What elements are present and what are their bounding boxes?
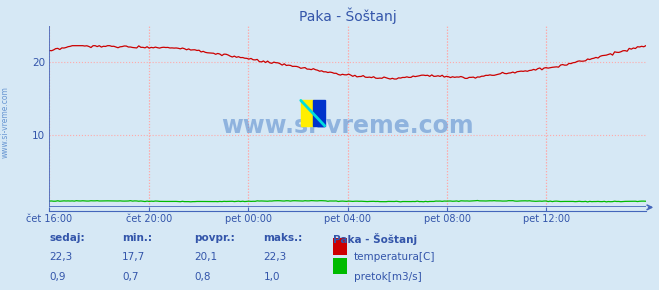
Text: 22,3: 22,3 [264,252,287,262]
Text: 20,1: 20,1 [194,252,217,262]
Text: sedaj:: sedaj: [49,233,85,243]
Text: 17,7: 17,7 [122,252,145,262]
Text: povpr.:: povpr.: [194,233,235,243]
Text: 1,0: 1,0 [264,272,280,282]
Title: Paka - Šoštanj: Paka - Šoštanj [299,7,397,23]
Text: 22,3: 22,3 [49,252,72,262]
Text: www.si-vreme.com: www.si-vreme.com [221,114,474,138]
Text: Paka - Šoštanj: Paka - Šoštanj [333,233,417,245]
Text: min.:: min.: [122,233,152,243]
Text: www.si-vreme.com: www.si-vreme.com [1,86,10,158]
Text: 0,8: 0,8 [194,272,211,282]
Bar [313,100,325,126]
Text: 0,9: 0,9 [49,272,66,282]
Text: maks.:: maks.: [264,233,303,243]
Text: 0,7: 0,7 [122,272,138,282]
Bar [301,100,313,126]
Text: temperatura[C]: temperatura[C] [354,252,436,262]
Text: pretok[m3/s]: pretok[m3/s] [354,272,422,282]
